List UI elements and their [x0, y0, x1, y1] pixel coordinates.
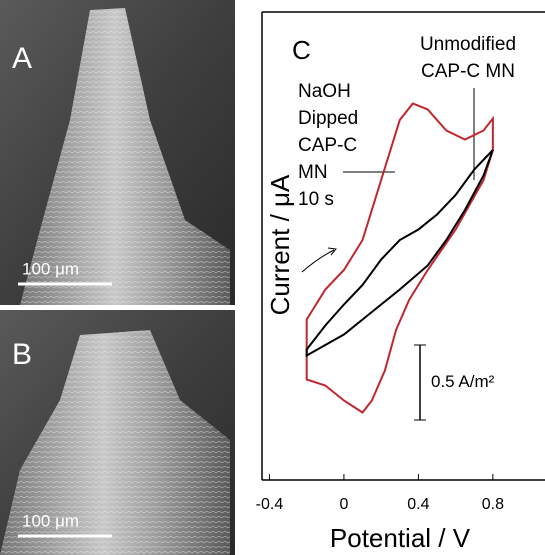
cv-chart: C Current / μA Potential / V -0.4 0 0.4 0.8…	[256, 11, 545, 553]
panel-label: A	[12, 42, 32, 75]
x-tick-label: 0.8	[482, 496, 504, 513]
y-axis-label: Current / μA	[265, 174, 295, 315]
annotation: Dipped	[298, 108, 358, 129]
annotation: Unmodified	[420, 34, 516, 55]
cv-curve	[305, 149, 494, 358]
sem-image-a	[0, 0, 235, 305]
x-tick-label: 0	[339, 496, 348, 513]
annotation: CAP-C	[298, 135, 357, 156]
sweep-arrow-head	[327, 247, 337, 256]
x-tick-label: 0.4	[407, 496, 429, 513]
annotation: MN	[298, 162, 328, 183]
annotation: NaOH	[298, 81, 351, 102]
scale-bar-label: 100 μm	[22, 259, 79, 278]
annotation: 10 s	[298, 189, 334, 210]
sweep-arrow	[301, 249, 335, 273]
x-tick-label: -0.4	[256, 496, 284, 513]
x-axis-label: Potential / V	[330, 523, 471, 553]
annotation: CAP-C MN	[421, 61, 515, 82]
panel-label: B	[12, 338, 32, 371]
sem-image-b	[0, 310, 235, 555]
scale-bar-label: 100 μm	[22, 511, 79, 530]
scale-bar-label: 0.5 A/m²	[431, 372, 495, 391]
panel-label: C	[292, 35, 311, 65]
